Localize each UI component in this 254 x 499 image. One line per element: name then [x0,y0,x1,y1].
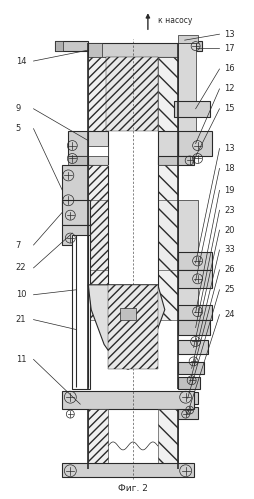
Text: 26: 26 [224,265,234,274]
Bar [88,131,108,166]
Bar [106,57,157,131]
Text: 14: 14 [15,56,26,65]
Text: 22: 22 [15,263,26,272]
Bar [108,166,157,320]
Bar [108,285,157,369]
Text: 10: 10 [15,290,26,299]
Bar [88,166,108,320]
Bar [177,392,197,404]
Bar [177,131,211,156]
Bar [177,305,211,320]
Bar [177,270,211,288]
Bar [68,131,90,156]
Text: 19: 19 [224,186,234,195]
Bar [62,200,90,225]
Text: 12: 12 [224,84,234,93]
Text: 13: 13 [224,144,234,153]
Text: 16: 16 [224,64,234,73]
Bar [177,362,203,374]
Text: 25: 25 [224,285,234,294]
Bar [62,166,90,210]
Bar [177,252,211,270]
Bar [62,225,90,245]
Bar [88,200,108,270]
Text: 7: 7 [15,241,21,250]
Bar [88,409,108,469]
Bar [177,43,195,131]
Bar [177,200,197,320]
Bar [55,41,63,51]
Bar [62,463,193,477]
Text: 9: 9 [15,104,21,113]
Bar [177,407,197,419]
Text: 24: 24 [224,310,234,319]
Bar [120,308,135,320]
Bar [173,101,209,117]
Bar [68,156,90,166]
Bar [88,43,184,57]
Text: 5: 5 [15,124,21,133]
Text: 21: 21 [15,315,26,324]
Bar [88,57,106,131]
Bar [72,235,90,389]
Bar [157,409,177,469]
Bar [88,43,102,57]
Bar [157,156,193,166]
Bar [157,166,177,320]
Bar [157,131,177,166]
Text: 13: 13 [224,29,234,39]
Text: Фиг. 2: Фиг. 2 [118,484,147,493]
Bar [183,41,201,51]
Bar [177,320,209,334]
Bar [157,200,177,270]
Text: 17: 17 [224,43,234,52]
Text: 20: 20 [224,226,234,235]
Text: 18: 18 [224,164,234,173]
Bar [88,146,108,156]
Bar [62,391,193,409]
Text: к насосу: к насосу [157,16,192,25]
Text: 15: 15 [224,104,234,113]
Text: 33: 33 [224,246,234,254]
Text: 23: 23 [224,206,234,215]
Bar [177,377,199,389]
Bar [157,57,177,131]
Bar [177,339,207,354]
Text: 11: 11 [15,355,26,364]
Bar [177,35,197,43]
Bar [55,41,88,51]
Polygon shape [88,285,164,369]
